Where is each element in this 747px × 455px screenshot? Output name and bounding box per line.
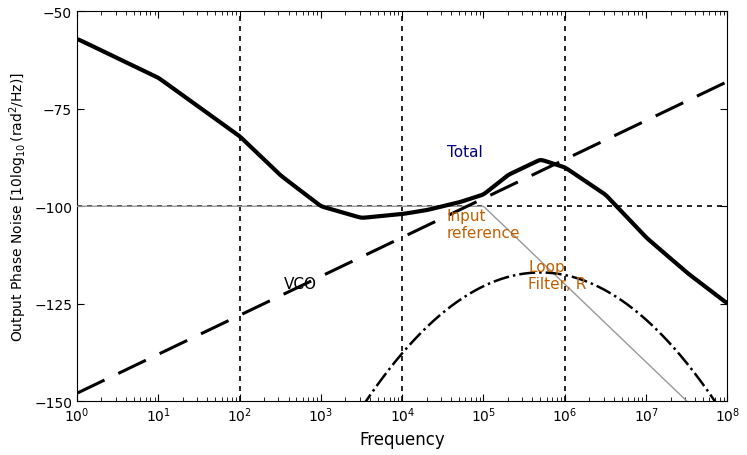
Text: Total: Total xyxy=(447,144,483,159)
Text: Loop
Filter, R: Loop Filter, R xyxy=(528,259,586,291)
Text: VCO: VCO xyxy=(285,277,317,291)
Text: Input
reference: Input reference xyxy=(447,208,521,241)
X-axis label: Frequency: Frequency xyxy=(359,430,445,448)
Y-axis label: Output Phase Noise [$10\log_{10}$(rad$^2$/Hz)]: Output Phase Noise [$10\log_{10}$(rad$^2… xyxy=(7,72,28,341)
